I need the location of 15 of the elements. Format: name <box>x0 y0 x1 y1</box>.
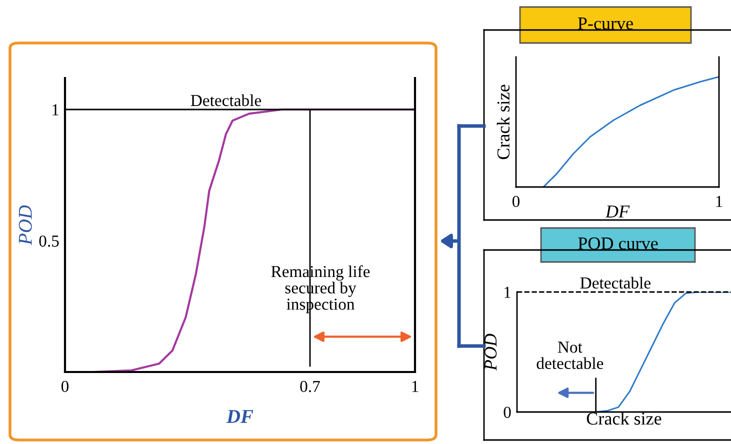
chart-title: P-curve <box>578 18 633 30</box>
x-tick-label: 1 <box>412 380 418 392</box>
y-tick-label: 0.5 <box>39 235 59 247</box>
y-axis-title: Crack size <box>496 84 510 160</box>
annotation: Not detectable <box>536 342 604 370</box>
x-axis-title: Crack size <box>586 412 662 425</box>
x-tick-label: 0.7 <box>300 380 320 392</box>
y-axis-title: POD <box>484 334 497 371</box>
chart-title: POD curve <box>578 237 658 250</box>
ref-line-label: Detectable <box>580 276 650 289</box>
x-axis-title: DF <box>226 410 254 423</box>
x-tick-label: 0 <box>61 380 69 392</box>
x-axis-title: DF <box>605 206 630 218</box>
y-axis-title: POD <box>18 205 32 246</box>
ref-line-label: Detectable <box>190 94 262 106</box>
